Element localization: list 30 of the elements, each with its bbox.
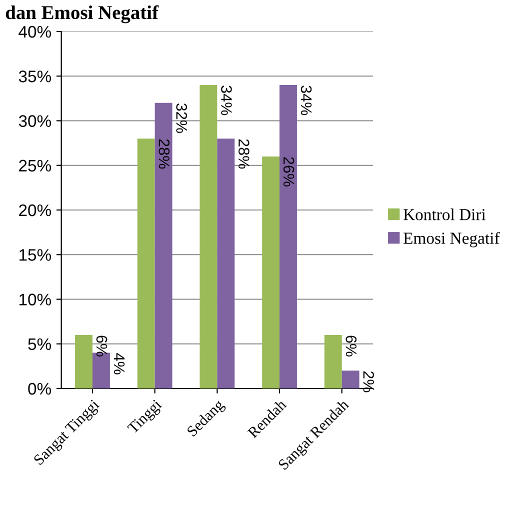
data-label: 32%: [176, 103, 187, 133]
legend-label: Emosi Negatif: [404, 232, 500, 248]
y-tick-label: 5%: [28, 338, 52, 350]
bar: [280, 85, 297, 388]
bar: [324, 334, 342, 388]
y-tick-label: 15%: [20, 249, 52, 261]
y-tick-label: 40%: [18, 26, 52, 38]
bar: [154, 102, 172, 388]
bar: [137, 138, 155, 388]
bar: [75, 334, 92, 388]
data-label: 28%: [238, 139, 250, 169]
y-tick-label: 25%: [19, 160, 52, 172]
legend-label: Kontrol Diri: [404, 208, 486, 220]
data-label: 34%: [221, 86, 232, 116]
chart-title: dan Emosi Negatif: [6, 5, 159, 24]
y-tick-label: 10%: [20, 294, 52, 306]
y-tick-label: 20%: [19, 204, 52, 216]
data-label: 6%: [346, 336, 357, 356]
y-tick-label: 0%: [28, 382, 52, 395]
data-label: 26%: [283, 157, 294, 186]
y-tick-label: 35%: [18, 70, 52, 82]
bar: [217, 138, 235, 388]
bar: [342, 370, 360, 388]
data-label: 6%: [96, 336, 108, 356]
data-label: 28%: [158, 139, 170, 169]
data-label: 34%: [300, 86, 312, 116]
y-tick-label: 30%: [18, 115, 52, 127]
bar: [262, 156, 280, 388]
data-label: 4%: [114, 353, 125, 374]
bar: [200, 85, 218, 388]
